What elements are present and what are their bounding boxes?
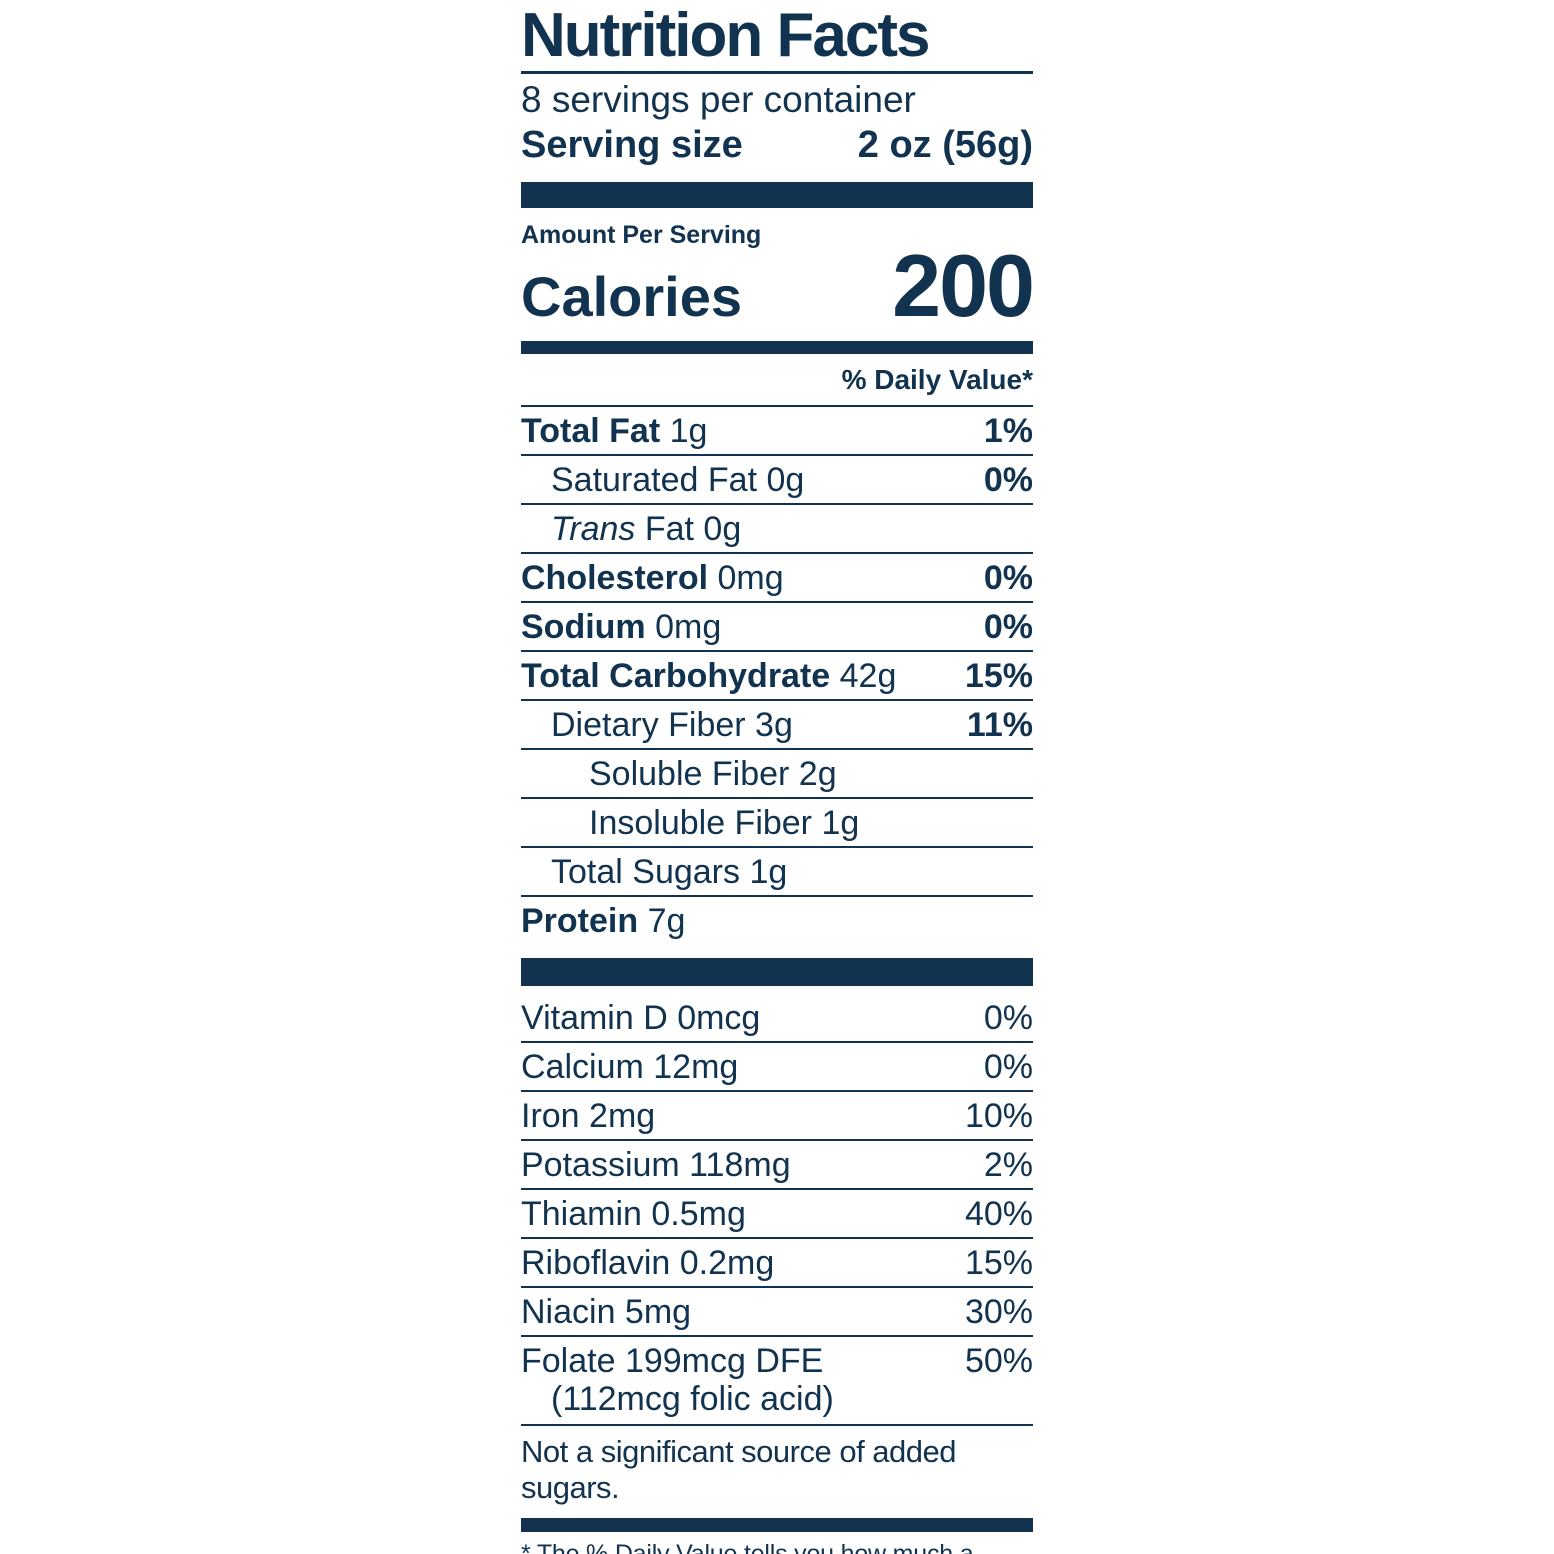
nutrient-name-amount: Cholesterol 0mg (521, 559, 784, 597)
servings-per-container: 8 servings per container (521, 79, 916, 120)
nutrition-facts-label: Nutrition Facts 8 servings per container… (521, 0, 1035, 1554)
vitamin-row: Riboflavin 0.2mg 15% (521, 1239, 1033, 1288)
serving-size-row: Serving size 2 oz (56g) (521, 122, 1033, 168)
nutrient-row: Soluble Fiber 2g (521, 750, 1033, 799)
calories-row: Calories 200 (521, 236, 1035, 335)
nutrient-row: Calcium 12mg 0% (521, 1043, 1033, 1090)
nutrient-row: Insoluble Fiber 1g (521, 799, 1033, 848)
vitamin-row: Thiamin 0.5mg 40% (521, 1190, 1033, 1239)
label-title: Nutrition Facts (521, 4, 1033, 74)
thick-divider-bar (521, 958, 1033, 986)
nutrient-name-amount: Thiamin 0.5mg (521, 1195, 746, 1233)
daily-value-percent: 15% (964, 1244, 1033, 1282)
not-significant-note: Not a significant source of added sugars… (521, 1434, 957, 1505)
daily-value-percent: 0% (983, 461, 1033, 499)
vitamin-row: Calcium 12mg 0% (521, 1043, 1033, 1092)
daily-value-percent: 40% (964, 1195, 1033, 1233)
medium-divider-bar (521, 341, 1033, 354)
nutrient-name-amount: Iron 2mg (521, 1097, 656, 1135)
vitamin-row-subline: (112mcg folic acid) (551, 1380, 834, 1418)
nutrient-row: Vitamin D 0mcg 0% (521, 994, 1033, 1041)
daily-value-percent: 0% (983, 559, 1033, 597)
vitamin-row: Iron 2mg 10% (521, 1092, 1033, 1141)
serving-size-label: Serving size (521, 124, 743, 166)
vitamin-rows: Vitamin D 0mcg 0% Calcium 12mg 0% Iron 2mg 10… (521, 994, 1033, 1426)
nutrient-name-amount: Total Fat 1g (521, 412, 708, 450)
daily-value-percent: 0% (983, 608, 1033, 646)
thick-divider-bar (521, 182, 1033, 208)
nutrient-row: Trans Fat 0g (521, 505, 1033, 554)
nutrient-name-amount: Soluble Fiber 2g (589, 755, 837, 793)
nutrient-name-amount: Saturated Fat 0g (551, 461, 805, 499)
nutrient-row: Cholesterol 0mg 0% (521, 554, 1033, 603)
nutrient-name-amount: Dietary Fiber 3g (551, 706, 793, 744)
nutrient-row: Riboflavin 0.2mg 15% (521, 1239, 1033, 1286)
nutrient-row: Thiamin 0.5mg 40% (521, 1190, 1033, 1237)
nutrient-name-amount: Protein 7g (521, 902, 686, 940)
nutrient-name-amount: Total Sugars 1g (551, 853, 788, 891)
nutrient-name-amount: Niacin 5mg (521, 1293, 692, 1331)
nutrient-row: Potassium 118mg 2% (521, 1141, 1033, 1188)
nutrient-name-amount: Folate 199mcg DFE (521, 1342, 824, 1380)
nutrient-row: Protein 7g (521, 897, 1033, 944)
medium-divider-bar (521, 1518, 1033, 1532)
vitamin-row: Vitamin D 0mcg 0% (521, 994, 1033, 1043)
daily-value-percent: 2% (983, 1146, 1033, 1184)
vitamin-row: Folate 199mcg DFE 50% (112mcg folic acid) (521, 1337, 1033, 1426)
nutrient-row: Saturated Fat 0g 0% (521, 456, 1033, 505)
daily-value-percent: 10% (964, 1097, 1033, 1135)
nutrient-name-amount: Sodium 0mg (521, 608, 722, 646)
nutrient-row: Total Carbohydrate 42g 15% (521, 652, 1033, 701)
nutrient-row: Total Fat 1g 1% (521, 407, 1033, 456)
daily-value-percent: 0% (983, 999, 1033, 1037)
nutrient-name-amount: Riboflavin 0.2mg (521, 1244, 775, 1282)
daily-value-percent: 15% (964, 657, 1033, 695)
daily-value-percent: 1% (983, 412, 1033, 450)
nutrient-row: Dietary Fiber 3g 11% (521, 701, 1033, 750)
nutrient-rows: Total Fat 1g 1% Saturated Fat 0g 0% Trans Fa… (521, 407, 1033, 944)
nutrient-row: Niacin 5mg 30% (521, 1288, 1033, 1335)
nutrient-row: Sodium 0mg 0% (521, 603, 1033, 652)
calories-label: Calories (521, 265, 742, 328)
vitamin-row: Potassium 118mg 2% (521, 1141, 1033, 1190)
nutrient-row: Folate 199mcg DFE 50% (521, 1337, 1033, 1384)
nutrient-name-amount: Vitamin D 0mcg (521, 999, 761, 1037)
nutrient-name-amount: Total Carbohydrate 42g (521, 657, 897, 695)
daily-value-percent: 11% (966, 706, 1033, 744)
daily-value-header: % Daily Value* (521, 354, 1033, 407)
nutrient-name-amount: Potassium 118mg (521, 1146, 791, 1184)
daily-value-percent: 50% (964, 1342, 1033, 1380)
serving-size-value: 2 oz (56g) (857, 124, 1033, 166)
nutrient-row: Total Sugars 1g (521, 848, 1033, 897)
calories-value: 200 (892, 236, 1035, 335)
amount-per-serving-label: Amount Per Serving (521, 221, 762, 249)
daily-value-percent: 30% (964, 1293, 1033, 1331)
nutrient-name-amount: Trans Fat 0g (551, 510, 742, 548)
nutrient-name-amount: Insoluble Fiber 1g (589, 804, 860, 842)
nutrient-row: Iron 2mg 10% (521, 1092, 1033, 1139)
nutrient-name-amount: Calcium 12mg (521, 1048, 739, 1086)
daily-value-percent: 0% (983, 1048, 1033, 1086)
vitamin-row: Niacin 5mg 30% (521, 1288, 1033, 1337)
daily-value-footnote: * The % Daily Value tells you how much a… (521, 1540, 974, 1554)
